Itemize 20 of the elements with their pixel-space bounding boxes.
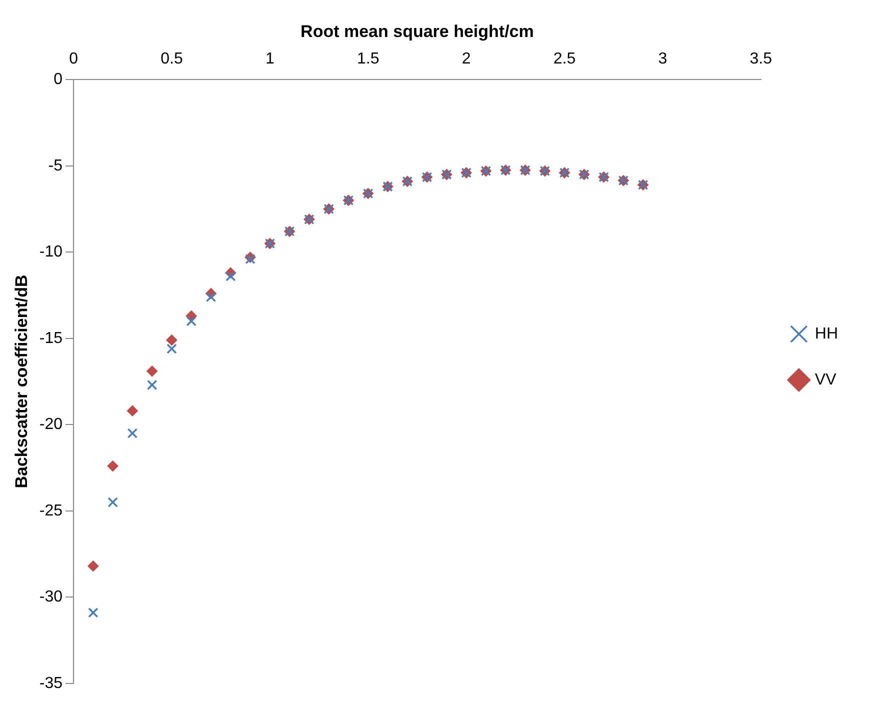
y-tick-label: -30 [39, 588, 63, 606]
x-tick-label: 1.5 [356, 50, 380, 68]
y-tick-label: -10 [39, 244, 63, 261]
legend-label: HH [814, 325, 838, 342]
x-tick-label: 1 [265, 50, 274, 68]
legend-label: VV [814, 371, 837, 388]
x-tick-label: 0 [69, 50, 78, 68]
y-tick-label: -15 [39, 330, 63, 347]
y-tick-label: -5 [48, 157, 63, 174]
y-axis-title: Backscatter coefficient/dB [12, 274, 31, 488]
x-tick-label: 3 [658, 50, 668, 68]
x-tick-label: 2.5 [553, 50, 576, 68]
x-tick-label: 2 [462, 50, 471, 68]
y-tick-label: 0 [54, 71, 63, 88]
x-axis-title: Root mean square height/cm [300, 22, 534, 41]
y-tick-label: -20 [39, 416, 63, 434]
x-tick-label: 3.5 [750, 50, 772, 68]
y-tick-label: -25 [39, 502, 63, 520]
y-tick-label: -35 [39, 674, 63, 692]
x-tick-label: 0.5 [160, 50, 183, 68]
